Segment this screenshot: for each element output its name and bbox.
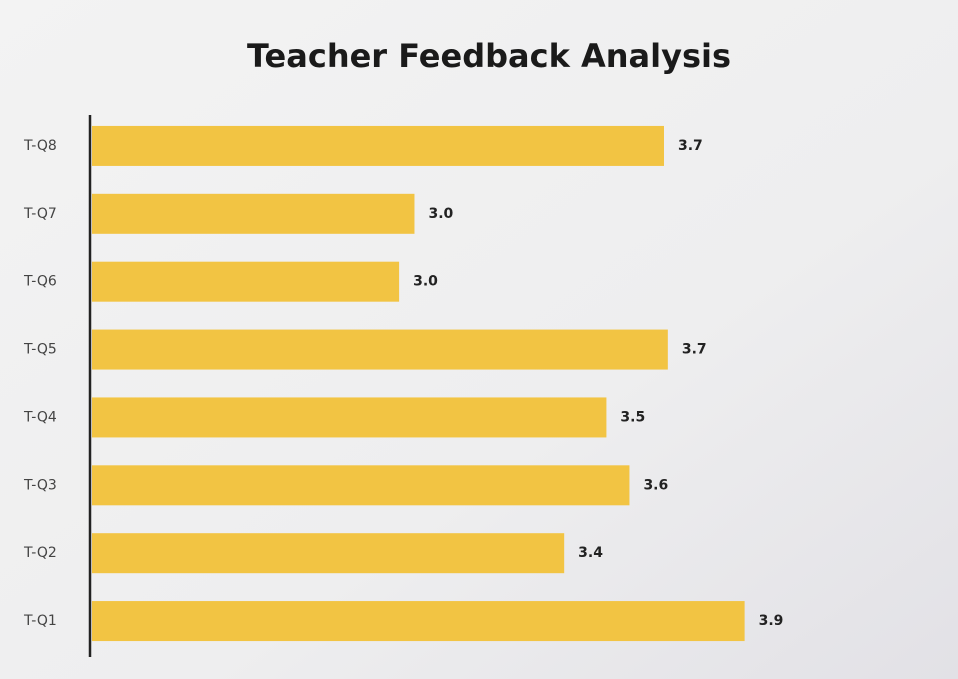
y-tick-label: T-Q2 bbox=[23, 545, 57, 561]
y-tick-label: T-Q8 bbox=[23, 138, 57, 154]
bar bbox=[92, 329, 668, 370]
value-label: 3.7 bbox=[682, 342, 707, 358]
bar bbox=[92, 465, 630, 506]
y-tick-label: T-Q6 bbox=[23, 274, 57, 290]
chart-title: Teacher Feedback Analysis bbox=[247, 37, 731, 75]
value-label: 3.9 bbox=[759, 613, 784, 629]
value-label: 3.6 bbox=[643, 477, 668, 493]
value-label: 3.4 bbox=[578, 545, 603, 561]
y-tick-label: T-Q1 bbox=[23, 613, 57, 629]
bar bbox=[92, 125, 664, 166]
value-label: 3.5 bbox=[620, 409, 645, 425]
bar bbox=[92, 601, 745, 642]
bar bbox=[92, 397, 607, 438]
value-label: 3.7 bbox=[678, 138, 703, 154]
value-label: 3.0 bbox=[413, 274, 438, 290]
bar bbox=[92, 193, 415, 234]
bar bbox=[92, 533, 565, 574]
bar bbox=[92, 261, 400, 302]
y-tick-label: T-Q4 bbox=[23, 409, 57, 425]
y-tick-label: T-Q7 bbox=[23, 206, 57, 222]
y-tick-label: T-Q5 bbox=[23, 342, 57, 358]
y-tick-label: T-Q3 bbox=[23, 477, 57, 493]
value-label: 3.0 bbox=[428, 206, 453, 222]
